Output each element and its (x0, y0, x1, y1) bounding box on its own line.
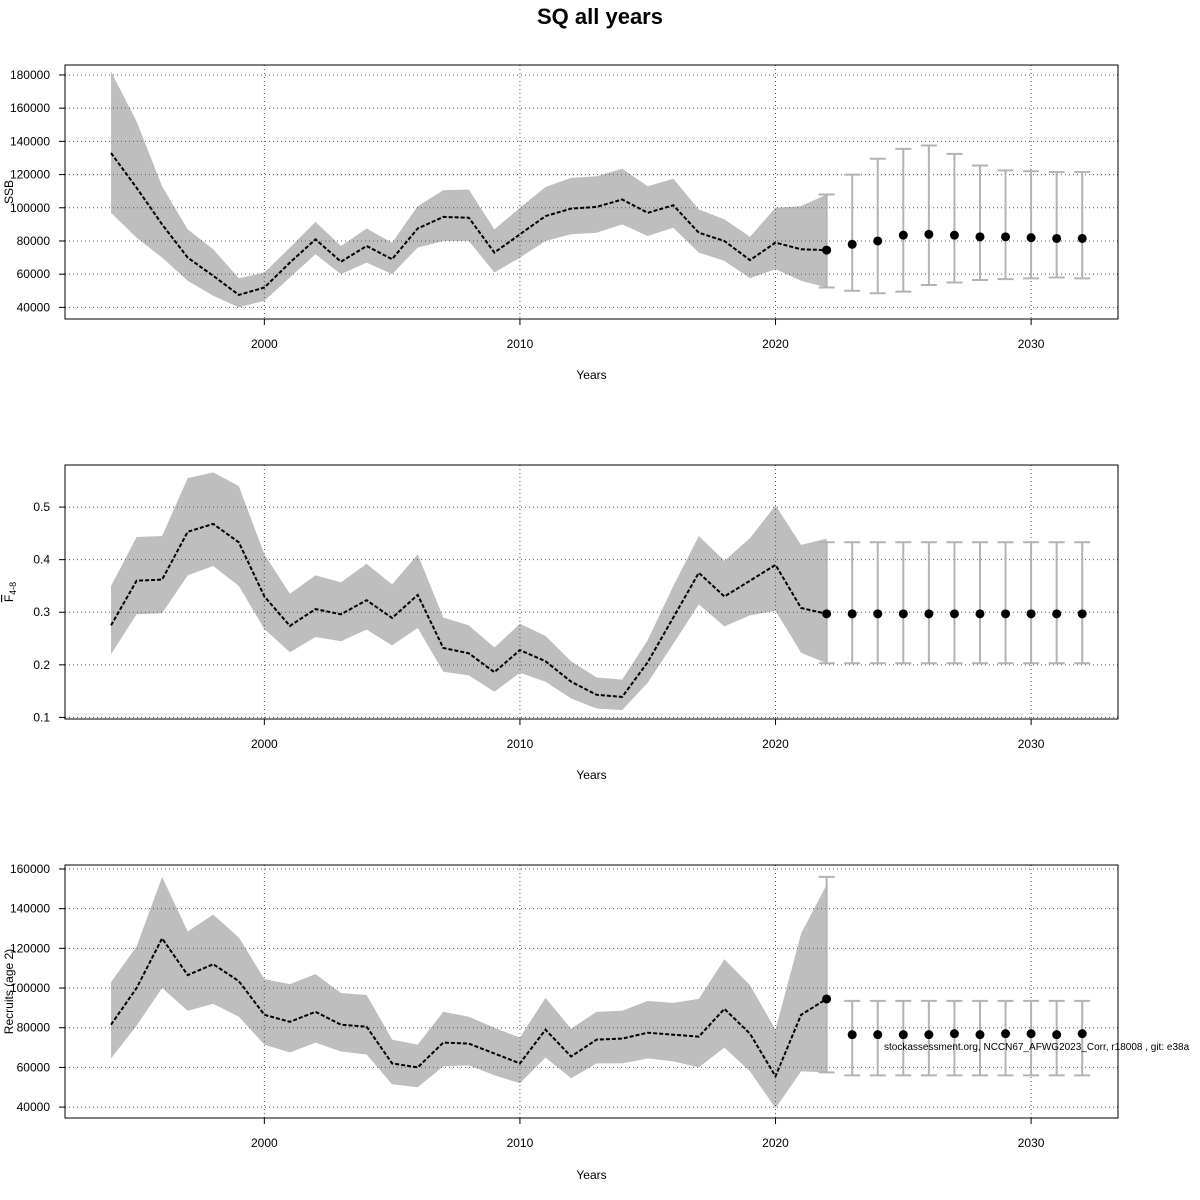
forecast-point (1077, 609, 1087, 619)
y-tick-label: 180000 (10, 68, 50, 82)
x-tick-label: 2020 (762, 737, 789, 751)
x-tick-label: 2010 (507, 737, 534, 751)
y-tick-label: 40000 (17, 300, 51, 314)
y-tick-label: 140000 (10, 902, 50, 916)
y-tick-label: 100000 (10, 201, 50, 215)
estimate-line (110, 522, 827, 698)
forecast-point (898, 1030, 908, 1040)
x-axis-label: Years (576, 768, 606, 782)
estimate-line (110, 936, 828, 1079)
forecast-point (924, 229, 934, 239)
panel-3: 2000 2010 2020 2030 40000 60000 80000 100000 120… (2, 862, 1119, 1182)
figure-title: SQ all years (537, 4, 663, 29)
x-tick-label: 2000 (251, 737, 278, 751)
forecast-point (975, 1030, 985, 1040)
forecast-point (1026, 1029, 1036, 1039)
x-tick-label: 2000 (251, 1136, 278, 1150)
forecast-point (1026, 233, 1036, 243)
x-tick-label: 2030 (1018, 1136, 1045, 1150)
forecast-point (873, 1030, 883, 1040)
forecast-point (949, 1029, 959, 1039)
confidence-band (111, 71, 827, 308)
y-tick-label: 160000 (10, 862, 50, 876)
confidence-band (111, 876, 827, 1109)
estimate-line (110, 152, 827, 296)
y-tick-label: 60000 (17, 267, 51, 281)
y-tick-label: 60000 (17, 1060, 51, 1074)
x-tick-label: 2000 (251, 337, 278, 351)
x-tick-label: 2030 (1018, 737, 1045, 751)
forecast-point (1077, 233, 1087, 243)
forecast-point (1001, 609, 1011, 619)
forecast-point (1001, 232, 1011, 242)
y-tick-label: 40000 (17, 1100, 51, 1114)
forecast-point (1077, 1029, 1087, 1039)
x-axis-label: Years (576, 368, 606, 382)
plot-frame (64, 464, 1119, 720)
plot-frame (64, 864, 1119, 1119)
forecast-point (847, 609, 857, 619)
x-tick-label: 2020 (762, 337, 789, 351)
y-axis-label: SSB (2, 180, 16, 204)
forecast-point (847, 239, 857, 249)
y-axis-label: Recruits (age 2) (2, 949, 16, 1034)
x-axis-label: Years (576, 1168, 606, 1182)
forecast-point (949, 609, 959, 619)
forecast-point (898, 609, 908, 619)
y-tick-label: 80000 (17, 1021, 51, 1035)
y-tick-label: 160000 (10, 101, 50, 115)
y-tick-label: 0.4 (33, 553, 50, 567)
y-tick-label: 140000 (10, 134, 50, 148)
forecast-point (975, 232, 985, 242)
forecast-point (873, 609, 883, 619)
chart-panels: 2000 2010 2020 2030 40000 60000 80000 100000 120… (2, 64, 1119, 1182)
y-tick-label: 0.1 (33, 710, 50, 724)
y-tick-label: 120000 (10, 168, 50, 182)
x-tick-label: 2030 (1018, 337, 1045, 351)
forecast-point (822, 245, 832, 255)
x-tick-label: 2020 (762, 1136, 789, 1150)
forecast-point (924, 609, 934, 619)
y-tick-label: 80000 (17, 234, 51, 248)
x-tick-label: 2010 (507, 1136, 534, 1150)
y-tick-label: 120000 (10, 941, 50, 955)
forecast-point (822, 994, 832, 1004)
panel-2: 2000 2010 2020 2030 0.1 0.2 0.3 0.4 0.5 Years F4-8 (2, 464, 1119, 782)
forecast-point (975, 609, 985, 619)
confidence-band (111, 472, 827, 711)
y-axis-label: F4-8 (2, 582, 18, 602)
forecast-point (1052, 609, 1062, 619)
y-tick-label: 0.3 (33, 605, 50, 619)
x-tick-label: 2010 (507, 337, 534, 351)
footnote: stockassessment.org, NCCN67_AFWG2023_Cor… (884, 1042, 1190, 1053)
y-tick-label: 0.5 (33, 500, 50, 514)
y-tick-label: 100000 (10, 981, 50, 995)
forecast-point (898, 230, 908, 240)
forecast-point (1026, 609, 1036, 619)
forecast-point (1052, 233, 1062, 243)
forecast-point (1052, 1030, 1062, 1040)
forecast-point (873, 236, 883, 246)
forecast-point (1001, 1029, 1011, 1039)
forecast-point (822, 609, 832, 619)
y-tick-label: 0.2 (33, 658, 50, 672)
panel-1: 2000 2010 2020 2030 40000 60000 80000 100000 120… (2, 64, 1119, 382)
forecast-point (949, 230, 959, 240)
plot-frame (64, 64, 1119, 320)
forecast-point (847, 1030, 857, 1040)
forecast-point (924, 1030, 934, 1040)
